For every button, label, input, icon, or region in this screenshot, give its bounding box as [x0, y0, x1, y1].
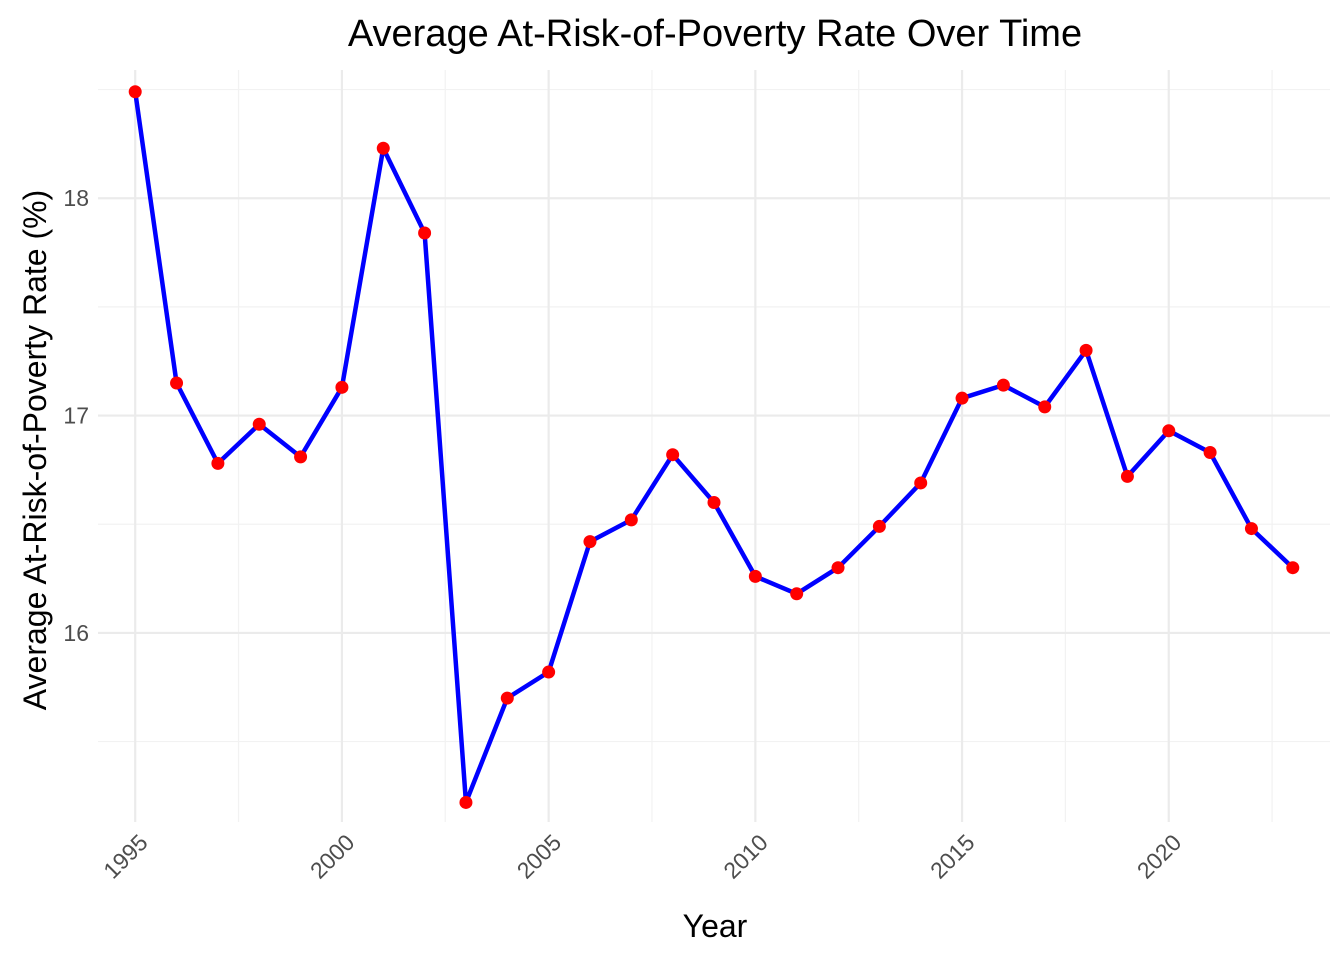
x-tick-label: 2010: [718, 829, 773, 884]
data-point: [335, 380, 349, 394]
data-points-layer: [128, 85, 1300, 809]
x-axis-ticks: 1995 2000 2005 2010 2015 2020: [98, 829, 1186, 884]
data-point: [707, 496, 721, 510]
data-point: [1286, 561, 1300, 575]
x-tick-label: 1995: [98, 829, 153, 884]
data-point: [914, 476, 928, 490]
data-point: [583, 535, 597, 549]
y-axis-title: Average At-Risk-of-Poverty Rate (%): [17, 190, 53, 710]
data-point: [459, 795, 473, 809]
x-tick-label: 2005: [512, 829, 567, 884]
data-point: [872, 519, 886, 533]
data-point: [170, 376, 184, 390]
data-point: [418, 226, 432, 240]
data-point: [624, 513, 638, 527]
grid: [98, 70, 1330, 822]
data-point: [1120, 469, 1134, 483]
y-tick-label: 16: [63, 620, 89, 646]
data-point: [1203, 446, 1217, 460]
data-point: [500, 691, 514, 705]
x-tick-label: 2020: [1132, 829, 1187, 884]
chart-title: Average At-Risk-of-Poverty Rate Over Tim…: [348, 13, 1082, 55]
data-point: [211, 456, 225, 470]
data-point: [996, 378, 1010, 392]
data-point: [128, 85, 142, 99]
data-point: [955, 391, 969, 405]
data-point: [1162, 424, 1176, 438]
x-tick-label: 2015: [925, 829, 980, 884]
data-point: [294, 450, 308, 464]
y-tick-label: 17: [63, 403, 89, 429]
data-point: [790, 587, 804, 601]
x-tick-label: 2000: [305, 829, 360, 884]
data-point: [252, 417, 266, 431]
x-axis-title: Year: [683, 908, 748, 944]
data-point: [542, 665, 556, 679]
data-point: [1079, 343, 1093, 357]
data-point: [666, 448, 680, 462]
data-point: [748, 569, 762, 583]
y-tick-label: 18: [63, 185, 89, 211]
data-point: [831, 561, 845, 575]
data-point: [1038, 400, 1052, 414]
data-point: [376, 141, 390, 155]
data-point: [1244, 522, 1258, 536]
y-axis-ticks: 16 17 18: [63, 185, 89, 646]
